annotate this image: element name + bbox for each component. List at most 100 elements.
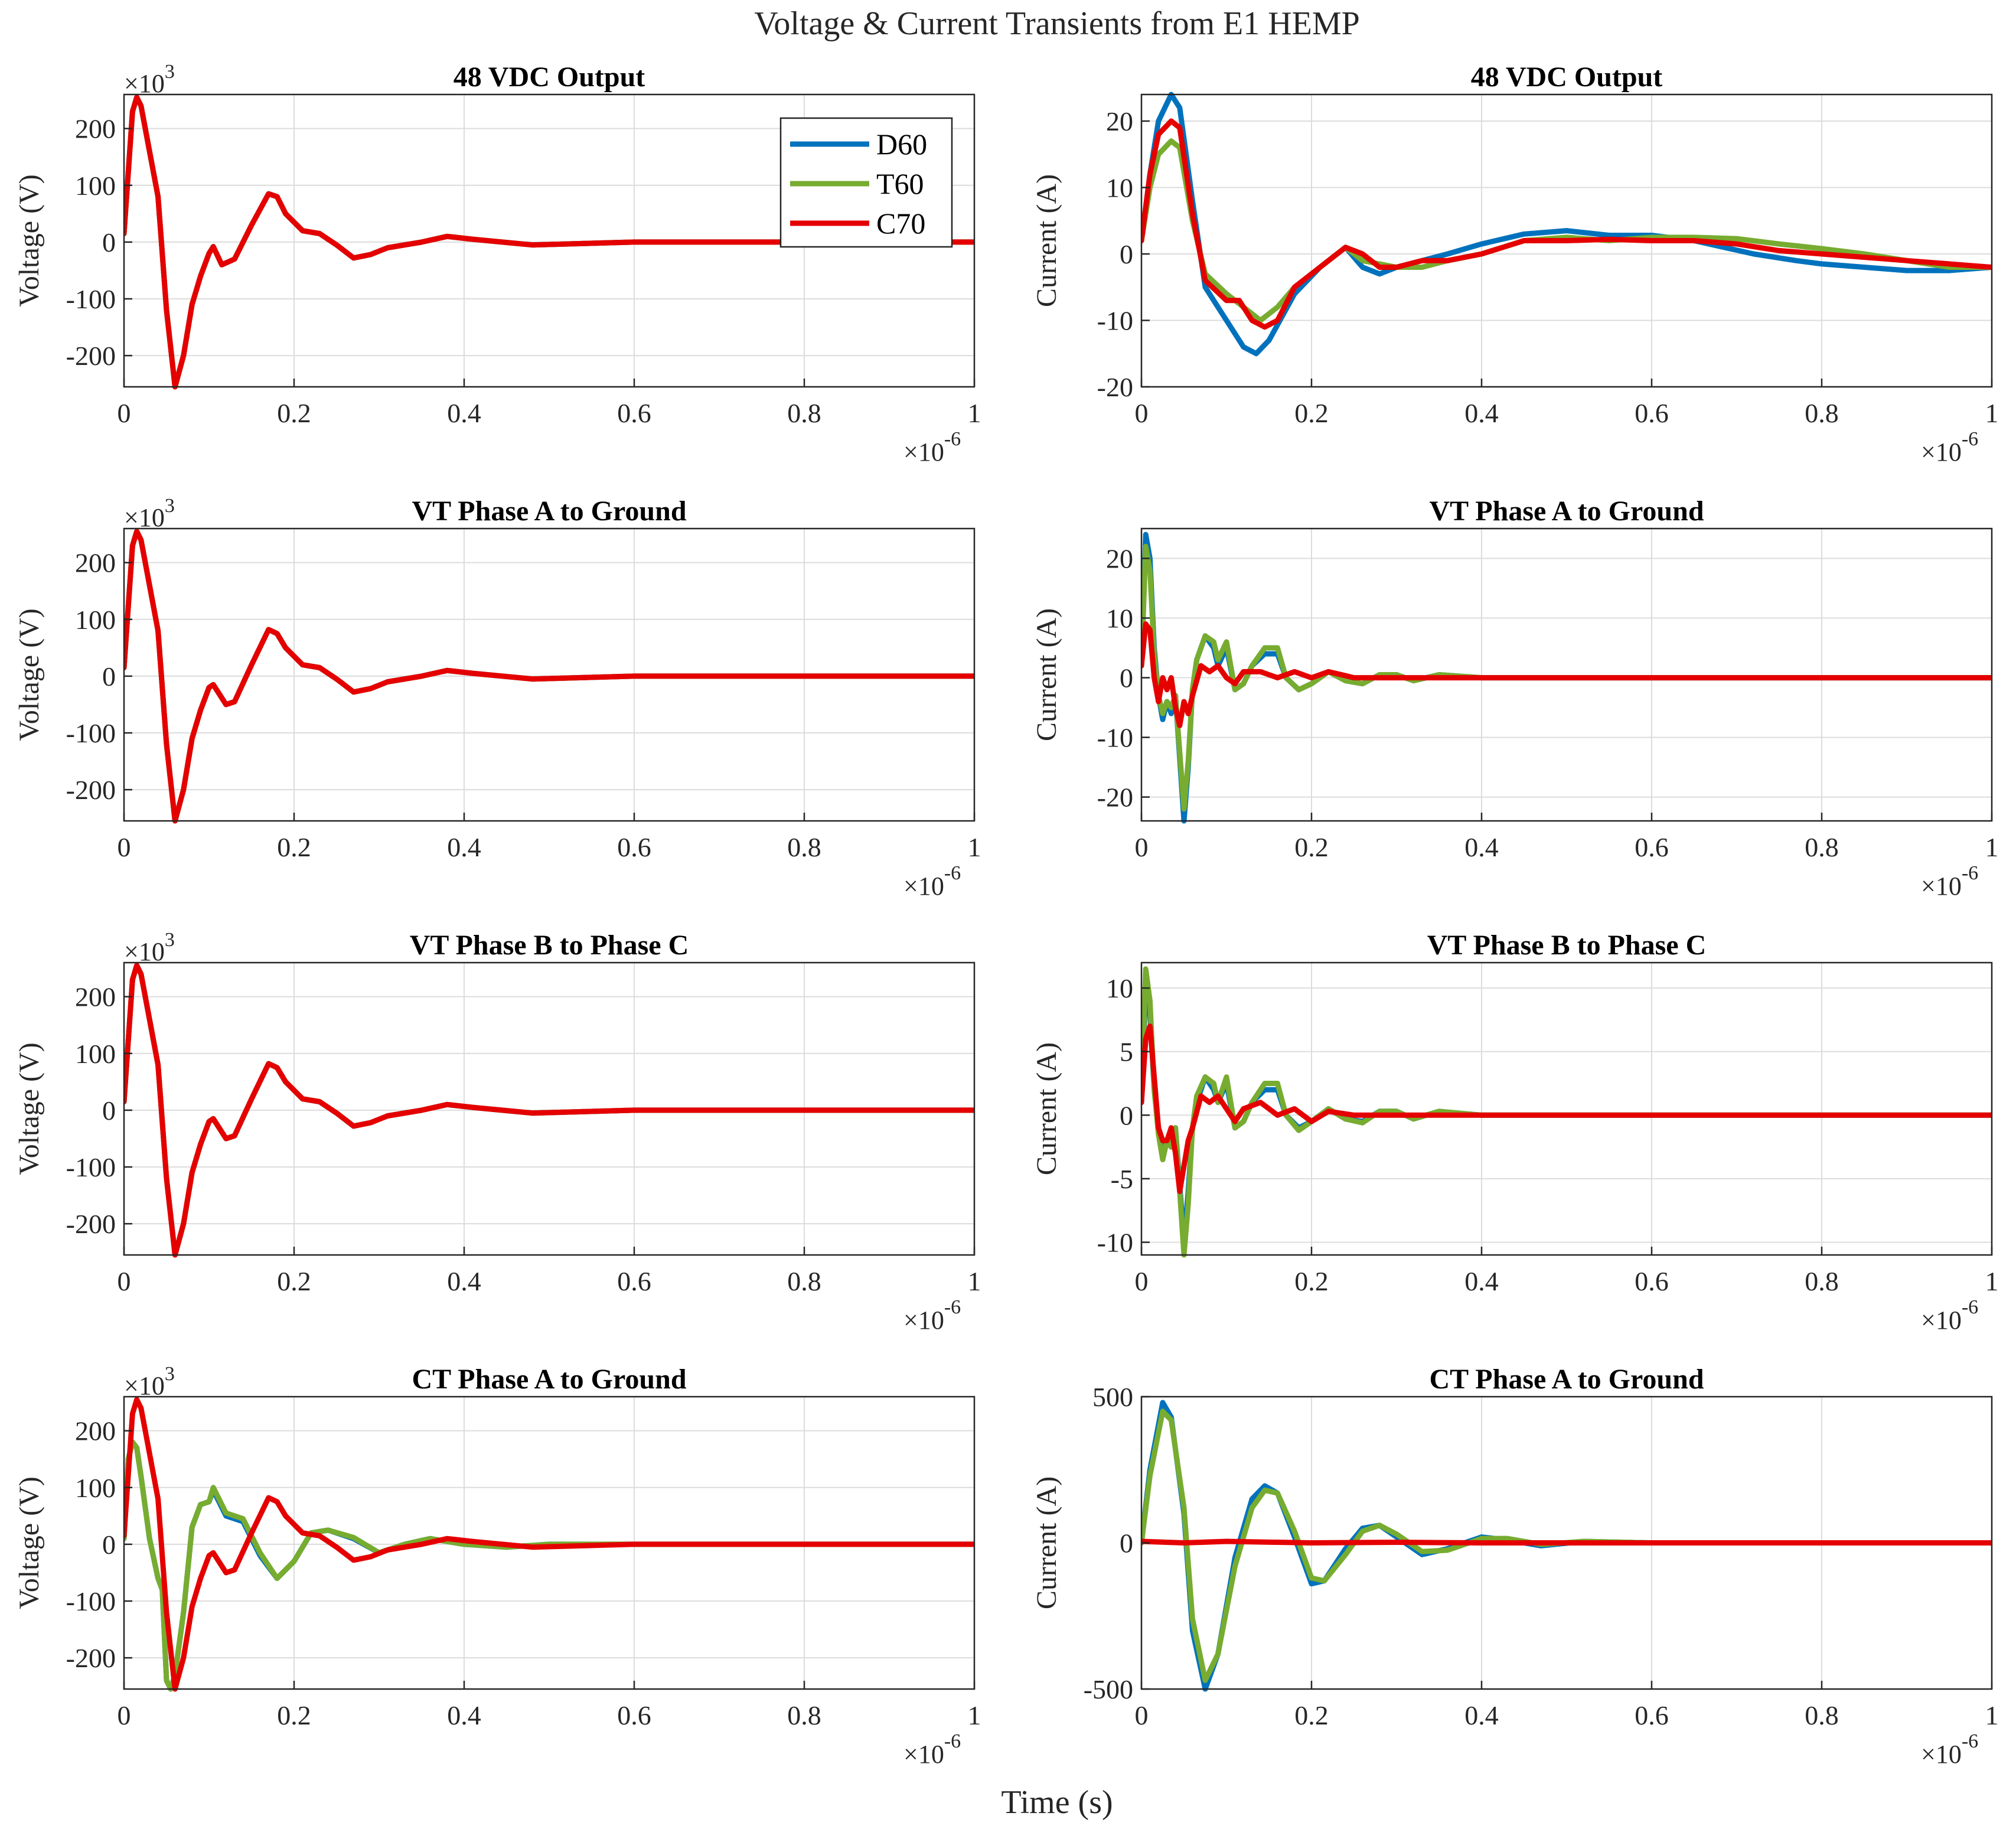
x-tick-label: 0.6 bbox=[1635, 398, 1669, 428]
x-tick-label: 0.2 bbox=[277, 398, 311, 428]
x-tick-label: 0 bbox=[1135, 832, 1149, 862]
subplot-title: 48 VDC Output bbox=[454, 61, 645, 93]
x-tick-label: 0.2 bbox=[1294, 1266, 1329, 1296]
subplot-title: VT Phase B to Phase C bbox=[410, 930, 689, 961]
series-line-c70 bbox=[1141, 1023, 1992, 1194]
x-tick-label: 1 bbox=[1985, 1700, 1999, 1730]
subplot-title: VT Phase A to Ground bbox=[412, 495, 686, 527]
x-tick-label: 0.6 bbox=[617, 832, 651, 862]
x-tick-label: 0 bbox=[1135, 1266, 1149, 1296]
series-line-c70 bbox=[1141, 118, 1992, 330]
series-group bbox=[1141, 1400, 1992, 1692]
subplot-title: CT Phase A to Ground bbox=[1429, 1364, 1704, 1395]
y-tick-label: -10 bbox=[1097, 306, 1133, 336]
series-line-c70 bbox=[124, 529, 974, 824]
y-tick-label: -10 bbox=[1097, 723, 1133, 753]
series-group bbox=[1141, 92, 1992, 357]
x-tick-label: 0.4 bbox=[1464, 1700, 1499, 1730]
x-tick-label: 0 bbox=[118, 1266, 131, 1296]
x-tick-label: 0.6 bbox=[617, 398, 651, 428]
axes-box bbox=[123, 961, 976, 1256]
x-tick-label: 0.8 bbox=[787, 1266, 821, 1296]
figure-xlabel: Time (s) bbox=[1001, 1784, 1113, 1821]
series-line-c70 bbox=[124, 1397, 974, 1692]
series-line-c70 bbox=[1141, 1538, 1992, 1546]
x-tick-label: 0.2 bbox=[1294, 1700, 1329, 1730]
x-tick-label: 0.6 bbox=[1635, 1266, 1669, 1296]
y-tick-label: -200 bbox=[66, 775, 116, 805]
x-tick-label: 1 bbox=[1985, 398, 1999, 428]
x-tick-label: 0.8 bbox=[787, 832, 821, 862]
y-tick-label: 0 bbox=[102, 1530, 116, 1560]
axes-box bbox=[1140, 961, 1993, 1256]
y-axis-label: Current (A) bbox=[1031, 1042, 1062, 1175]
x-tick-label: 0 bbox=[1135, 398, 1149, 428]
y-tick-label: 0 bbox=[102, 227, 116, 257]
legend-label-c70: C70 bbox=[876, 207, 925, 240]
y-tick-label: -200 bbox=[66, 1643, 116, 1673]
series-group bbox=[124, 963, 974, 1258]
y-axis-label: Voltage (V) bbox=[14, 174, 45, 307]
x-tick-label: 1 bbox=[968, 1266, 981, 1296]
subplot-title: CT Phase A to Ground bbox=[412, 1364, 686, 1395]
x-tick-label: 0.8 bbox=[787, 1700, 821, 1730]
subplot-i2: 0 0.2 0.4 0.6 0.8 1 -20 -10 0 10 20 VT Phase A to G… bbox=[1031, 495, 1999, 901]
x-tick-label: 0.2 bbox=[1294, 832, 1329, 862]
subplot-v1: 0 0.2 0.4 0.6 0.8 1 -200 -100 0 100 200 48 VDC Outp… bbox=[14, 61, 981, 467]
axes-box bbox=[123, 527, 976, 822]
y-tick-label: 20 bbox=[1106, 544, 1133, 574]
legend-label-d60: D60 bbox=[876, 128, 927, 161]
y-tick-label: -200 bbox=[66, 1209, 116, 1239]
x-tick-label: 0 bbox=[118, 398, 131, 428]
x-tick-label: 0.6 bbox=[617, 1266, 651, 1296]
y-tick-label: 200 bbox=[75, 982, 116, 1012]
y-tick-label: 0 bbox=[1120, 1528, 1133, 1559]
subplot-i1: 0 0.2 0.4 0.6 0.8 1 -20 -10 0 10 20 48 VDC Output Cu… bbox=[1031, 61, 1999, 467]
y-axis-label: Voltage (V) bbox=[14, 1042, 45, 1175]
series-group bbox=[124, 94, 974, 390]
x-tick-label: 0.4 bbox=[1464, 398, 1499, 428]
x-tick-label: 0.8 bbox=[1805, 832, 1839, 862]
y-tick-label: 5 bbox=[1120, 1037, 1133, 1067]
y-tick-label: 100 bbox=[75, 171, 116, 201]
x-tick-label: 0.6 bbox=[1635, 1700, 1669, 1730]
x-tick-label: 0.4 bbox=[447, 832, 481, 862]
y-tick-label: 200 bbox=[75, 114, 116, 144]
y-tick-label: 0 bbox=[1120, 1100, 1133, 1130]
y-tick-label: -500 bbox=[1084, 1674, 1133, 1704]
y-tick-label: 500 bbox=[1092, 1382, 1133, 1412]
axes-box bbox=[1140, 527, 1993, 822]
x-tick-label: 0 bbox=[118, 1700, 131, 1730]
axes-box bbox=[123, 1396, 976, 1690]
y-axis-label: Current (A) bbox=[1031, 1476, 1062, 1609]
x-tick-label: 0.6 bbox=[617, 1700, 651, 1730]
series-line-t60 bbox=[1141, 543, 1992, 812]
x-tick-label: 0.8 bbox=[1805, 1700, 1839, 1730]
x-tick-label: 0.4 bbox=[1464, 832, 1499, 862]
axes-box bbox=[1140, 93, 1993, 388]
x-tick-label: 0 bbox=[118, 832, 131, 862]
series-group bbox=[1141, 966, 1992, 1258]
x-tick-label: 0 bbox=[1135, 1700, 1149, 1730]
x-tick-label: 1 bbox=[1985, 832, 1999, 862]
subplot-v4: 0 0.2 0.4 0.6 0.8 1 -200 -100 0 100 200 CT Phase A … bbox=[14, 1363, 981, 1769]
series-group bbox=[124, 1397, 974, 1692]
y-axis-label: Voltage (V) bbox=[14, 1476, 45, 1609]
subplot-v2: 0 0.2 0.4 0.6 0.8 1 -200 -100 0 100 200 VT Phase A … bbox=[14, 495, 981, 901]
x-tick-label: 1 bbox=[1985, 1266, 1999, 1296]
y-tick-label: 100 bbox=[75, 605, 116, 635]
y-tick-label: -20 bbox=[1097, 783, 1133, 813]
x-tick-label: 0.2 bbox=[277, 1266, 311, 1296]
legend-label-t60: T60 bbox=[876, 167, 924, 200]
y-tick-label: -20 bbox=[1097, 372, 1133, 402]
subplot-title: VT Phase B to Phase C bbox=[1427, 930, 1706, 961]
y-tick-label: -100 bbox=[66, 718, 116, 748]
y-tick-label: 10 bbox=[1106, 973, 1133, 1003]
y-tick-label: -100 bbox=[66, 284, 116, 314]
y-tick-label: 100 bbox=[75, 1473, 116, 1503]
x-tick-label: 0.8 bbox=[787, 398, 821, 428]
series-line-c70 bbox=[124, 94, 974, 390]
